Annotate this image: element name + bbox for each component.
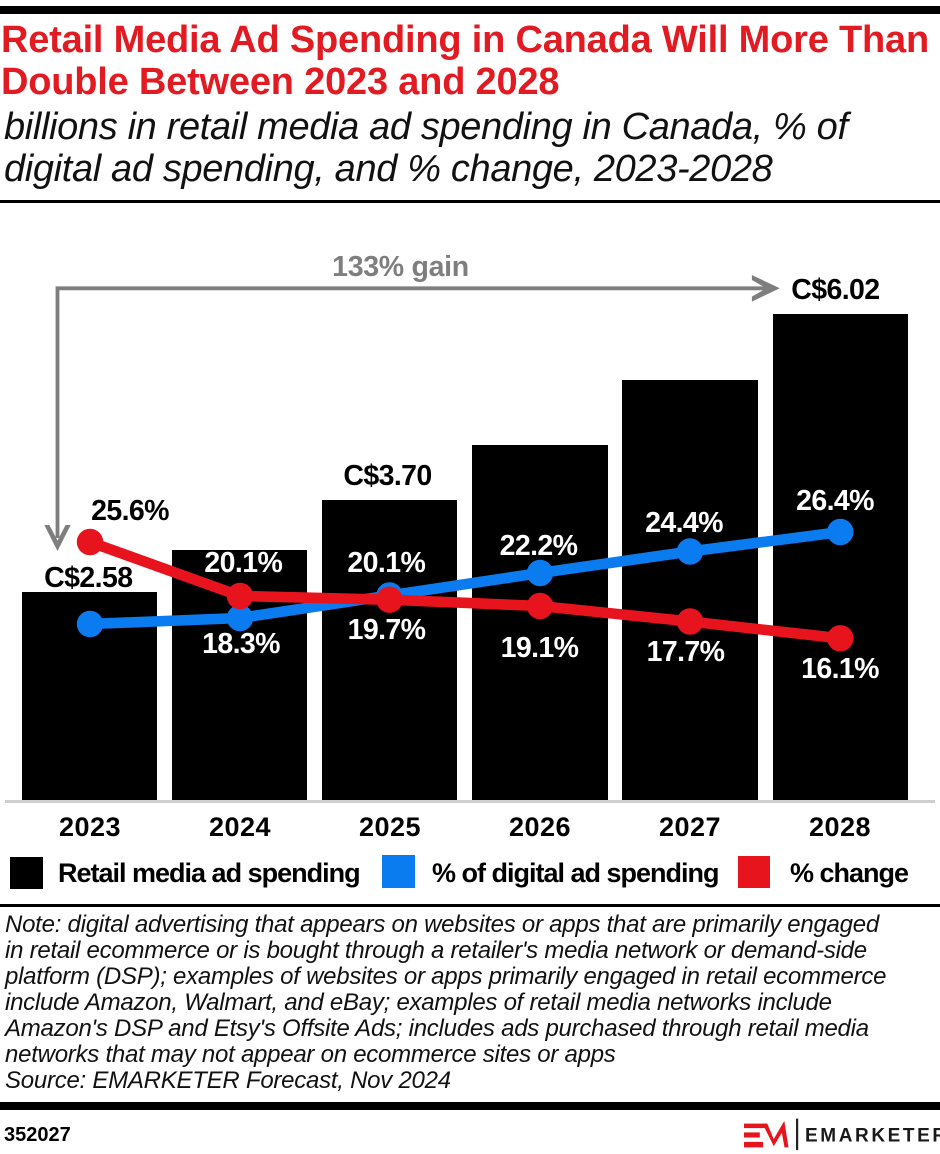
svg-text:EMARKETER: EMARKETER: [805, 1126, 940, 1147]
